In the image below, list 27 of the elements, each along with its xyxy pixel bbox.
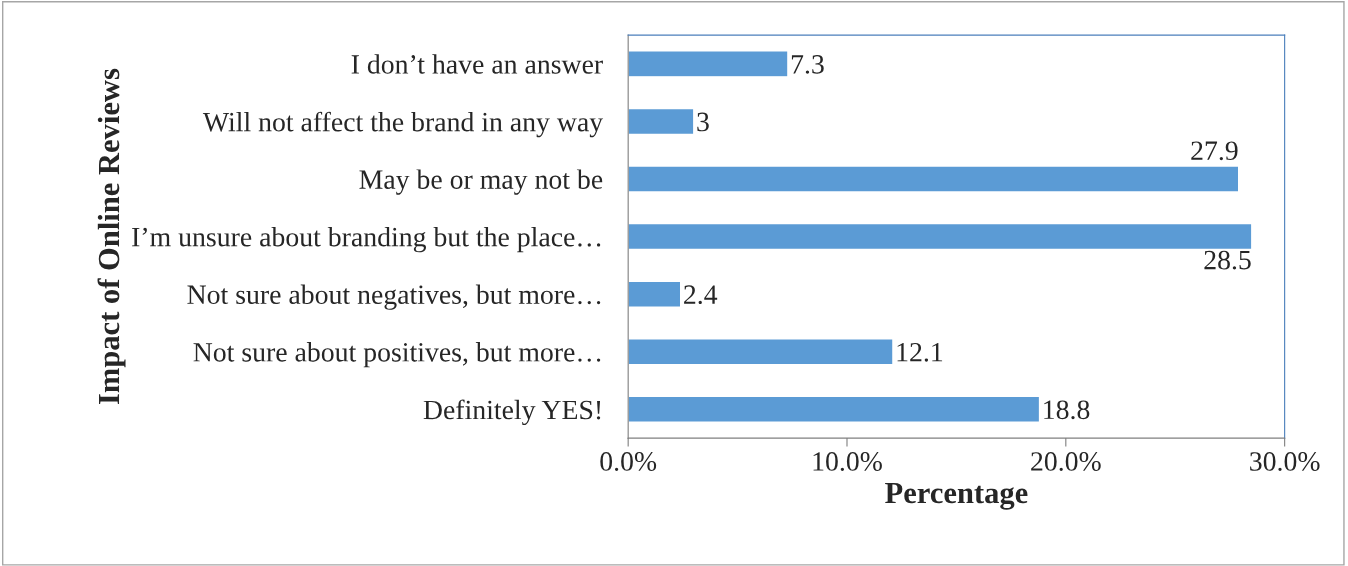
x-tick-label: 20.0% xyxy=(1031,452,1101,471)
data-label: 18.8 xyxy=(1044,400,1090,420)
x-tick-label: 10.0% xyxy=(813,452,882,471)
data-label: 28.5 xyxy=(1204,250,1251,270)
bar xyxy=(628,165,1240,193)
x-axis-title: Percentage xyxy=(885,482,1028,510)
x-tick-label: 0.0% xyxy=(600,452,657,471)
y-tick-label: Not sure about positives, but more… xyxy=(193,342,601,368)
data-label: 7.3 xyxy=(791,55,824,74)
y-tick-label: May be or may not be xyxy=(359,169,603,195)
bar xyxy=(628,222,1253,251)
bar xyxy=(628,395,1041,423)
x-tick-label: 30.0% xyxy=(1250,452,1320,471)
bar xyxy=(628,107,695,136)
data-label: 3 xyxy=(697,112,709,132)
bar xyxy=(628,338,894,366)
data-label: 12.1 xyxy=(897,342,943,362)
bar xyxy=(628,280,682,308)
data-label: 2.4 xyxy=(684,285,718,305)
y-tick-label: I don’t have an answer xyxy=(351,54,603,74)
y-axis-title: Impact of Online Reviews xyxy=(97,68,126,405)
y-tick-label: Will not affect the brand in any way xyxy=(202,111,604,138)
y-tick-label: Not sure about negatives, but more… xyxy=(187,284,601,310)
bar xyxy=(628,50,789,78)
data-label: 27.9 xyxy=(1191,141,1238,161)
y-tick-label: Definitely YES! xyxy=(423,399,601,426)
y-tick-label: I’m unsure about branding but the place… xyxy=(132,226,601,253)
